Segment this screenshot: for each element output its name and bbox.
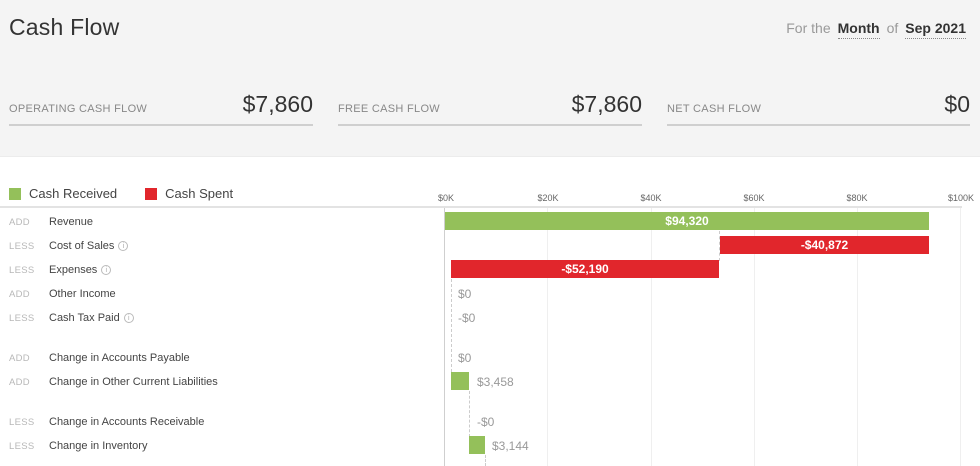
green-swatch-icon bbox=[9, 187, 21, 200]
row-revenue: ADD Revenue bbox=[0, 210, 440, 234]
bar-revenue[interactable]: $94,320 bbox=[445, 212, 929, 230]
row-label: Change in Inventory bbox=[49, 440, 147, 452]
chart-top-rule bbox=[0, 206, 962, 208]
row-label-text: Other Income bbox=[49, 288, 116, 300]
row-change-other-current-liabilities: ADD Change in Other Current Liabilities bbox=[0, 370, 440, 394]
period-value-dropdown[interactable]: Sep 2021 bbox=[905, 20, 966, 39]
row-label-text: Change in Inventory bbox=[49, 440, 148, 452]
bar-value-label: $3,458 bbox=[477, 375, 514, 389]
row-operator: ADD bbox=[9, 216, 30, 228]
gridline bbox=[754, 208, 755, 466]
bar-value-label: -$0 bbox=[477, 415, 495, 429]
row-cost-of-sales: LESS Cost of Sales i bbox=[0, 234, 440, 258]
row-label: Cost of Sales i bbox=[49, 240, 129, 252]
bar-value-label: $3,144 bbox=[492, 439, 529, 453]
row-label: Other Income bbox=[49, 288, 116, 300]
row-label: Change in Accounts Receivable bbox=[49, 416, 204, 428]
info-icon[interactable]: i bbox=[101, 265, 112, 275]
bar-value-label: -$0 bbox=[458, 311, 476, 325]
kpi-value: $7,860 bbox=[571, 91, 642, 117]
x-tick: $0K bbox=[437, 193, 455, 203]
kpi-value: $0 bbox=[944, 91, 970, 117]
row-expenses: LESS Expenses i bbox=[0, 258, 440, 282]
period-type-dropdown[interactable]: Month bbox=[837, 20, 880, 39]
waterfall-connector bbox=[719, 231, 720, 261]
kpi-value: $7,860 bbox=[242, 91, 313, 117]
kpi-label: NET CASH FLOW bbox=[667, 103, 762, 115]
x-tick: $100K bbox=[947, 193, 975, 203]
legend-label: Cash Spent bbox=[165, 186, 234, 201]
gridline bbox=[857, 208, 858, 466]
row-label: Expenses i bbox=[49, 264, 112, 276]
x-axis: $0K $20K $40K $60K $80K $100K bbox=[0, 193, 980, 207]
waterfall-connector bbox=[485, 455, 486, 466]
row-label-text: Cash Tax Paid bbox=[49, 312, 120, 324]
row-operator: ADD bbox=[9, 376, 30, 388]
bar-value-label: $0 bbox=[458, 287, 472, 301]
period-prefix: For the bbox=[786, 20, 831, 36]
kpi-label: OPERATING CASH FLOW bbox=[9, 103, 148, 115]
bar-value-label: -$52,190 bbox=[561, 262, 609, 276]
kpi-operating-cash-flow: OPERATING CASH FLOW $7,860 bbox=[9, 88, 313, 126]
info-icon[interactable]: i bbox=[118, 241, 129, 251]
kpi-label: FREE CASH FLOW bbox=[338, 103, 440, 115]
x-tick: $60K bbox=[743, 193, 765, 203]
row-label-text: Revenue bbox=[49, 216, 94, 228]
x-tick: $80K bbox=[846, 193, 868, 203]
gridline bbox=[547, 208, 548, 466]
row-label-text: Change in Accounts Receivable bbox=[49, 416, 205, 428]
info-icon[interactable]: i bbox=[123, 313, 134, 323]
row-cash-tax-paid: LESS Cash Tax Paid i bbox=[0, 306, 440, 330]
legend-item-cash-spent[interactable]: Cash Spent bbox=[145, 186, 233, 201]
row-change-accounts-payable: ADD Change in Accounts Payable bbox=[0, 346, 440, 370]
row-operator: ADD bbox=[9, 352, 30, 364]
row-label: Cash Tax Paid i bbox=[49, 312, 134, 324]
row-label: Change in Accounts Payable bbox=[49, 352, 190, 364]
bar-value-label: $94,320 bbox=[665, 214, 709, 228]
row-label: Change in Other Current Liabilities bbox=[49, 376, 218, 388]
row-label: Revenue bbox=[49, 216, 93, 228]
waterfall-connector bbox=[469, 391, 470, 437]
row-operator: ADD bbox=[9, 288, 30, 300]
row-other-income: ADD Other Income bbox=[0, 282, 440, 306]
bar-cost-of-sales[interactable]: -$40,872 bbox=[720, 236, 929, 254]
row-change-inventory: LESS Change in Inventory bbox=[0, 434, 440, 458]
gridline bbox=[960, 208, 961, 466]
x-tick: $40K bbox=[640, 193, 662, 203]
bar-value-label: $0 bbox=[458, 351, 472, 365]
bar-expenses[interactable]: -$52,190 bbox=[451, 260, 719, 278]
waterfall-connector bbox=[451, 279, 452, 372]
bar-value-label: -$40,872 bbox=[800, 238, 849, 252]
row-operator: LESS bbox=[9, 312, 35, 324]
period-selector: For the Month of Sep 2021 bbox=[786, 20, 966, 39]
row-label-text: Change in Accounts Payable bbox=[49, 352, 190, 364]
red-swatch-icon bbox=[145, 187, 158, 200]
kpi-net-cash-flow: NET CASH FLOW $0 bbox=[667, 88, 970, 126]
row-operator: LESS bbox=[9, 264, 35, 276]
row-operator: LESS bbox=[9, 416, 35, 428]
chart-legend: Cash Received Cash Spent bbox=[9, 186, 233, 201]
row-label-text: Cost of Sales bbox=[49, 240, 115, 252]
bar-change-other-current-liabilities[interactable] bbox=[451, 372, 469, 390]
kpi-free-cash-flow: FREE CASH FLOW $7,860 bbox=[338, 88, 642, 126]
legend-label: Cash Received bbox=[29, 186, 118, 201]
row-operator: LESS bbox=[9, 240, 35, 252]
gridline bbox=[651, 208, 652, 466]
legend-item-cash-received[interactable]: Cash Received bbox=[9, 186, 117, 201]
row-label-text: Expenses bbox=[49, 264, 98, 276]
page-title: Cash Flow bbox=[9, 14, 120, 40]
row-label-text: Change in Other Current Liabilities bbox=[49, 376, 218, 388]
period-of-label: of bbox=[886, 20, 899, 36]
y-axis-line bbox=[444, 208, 445, 466]
x-tick: $20K bbox=[537, 193, 559, 203]
bar-change-inventory[interactable] bbox=[469, 436, 485, 454]
row-change-accounts-receivable: LESS Change in Accounts Receivable bbox=[0, 410, 440, 434]
row-operator: LESS bbox=[9, 440, 35, 452]
header: Cash Flow For the Month of Sep 2021 OPER… bbox=[0, 0, 980, 157]
